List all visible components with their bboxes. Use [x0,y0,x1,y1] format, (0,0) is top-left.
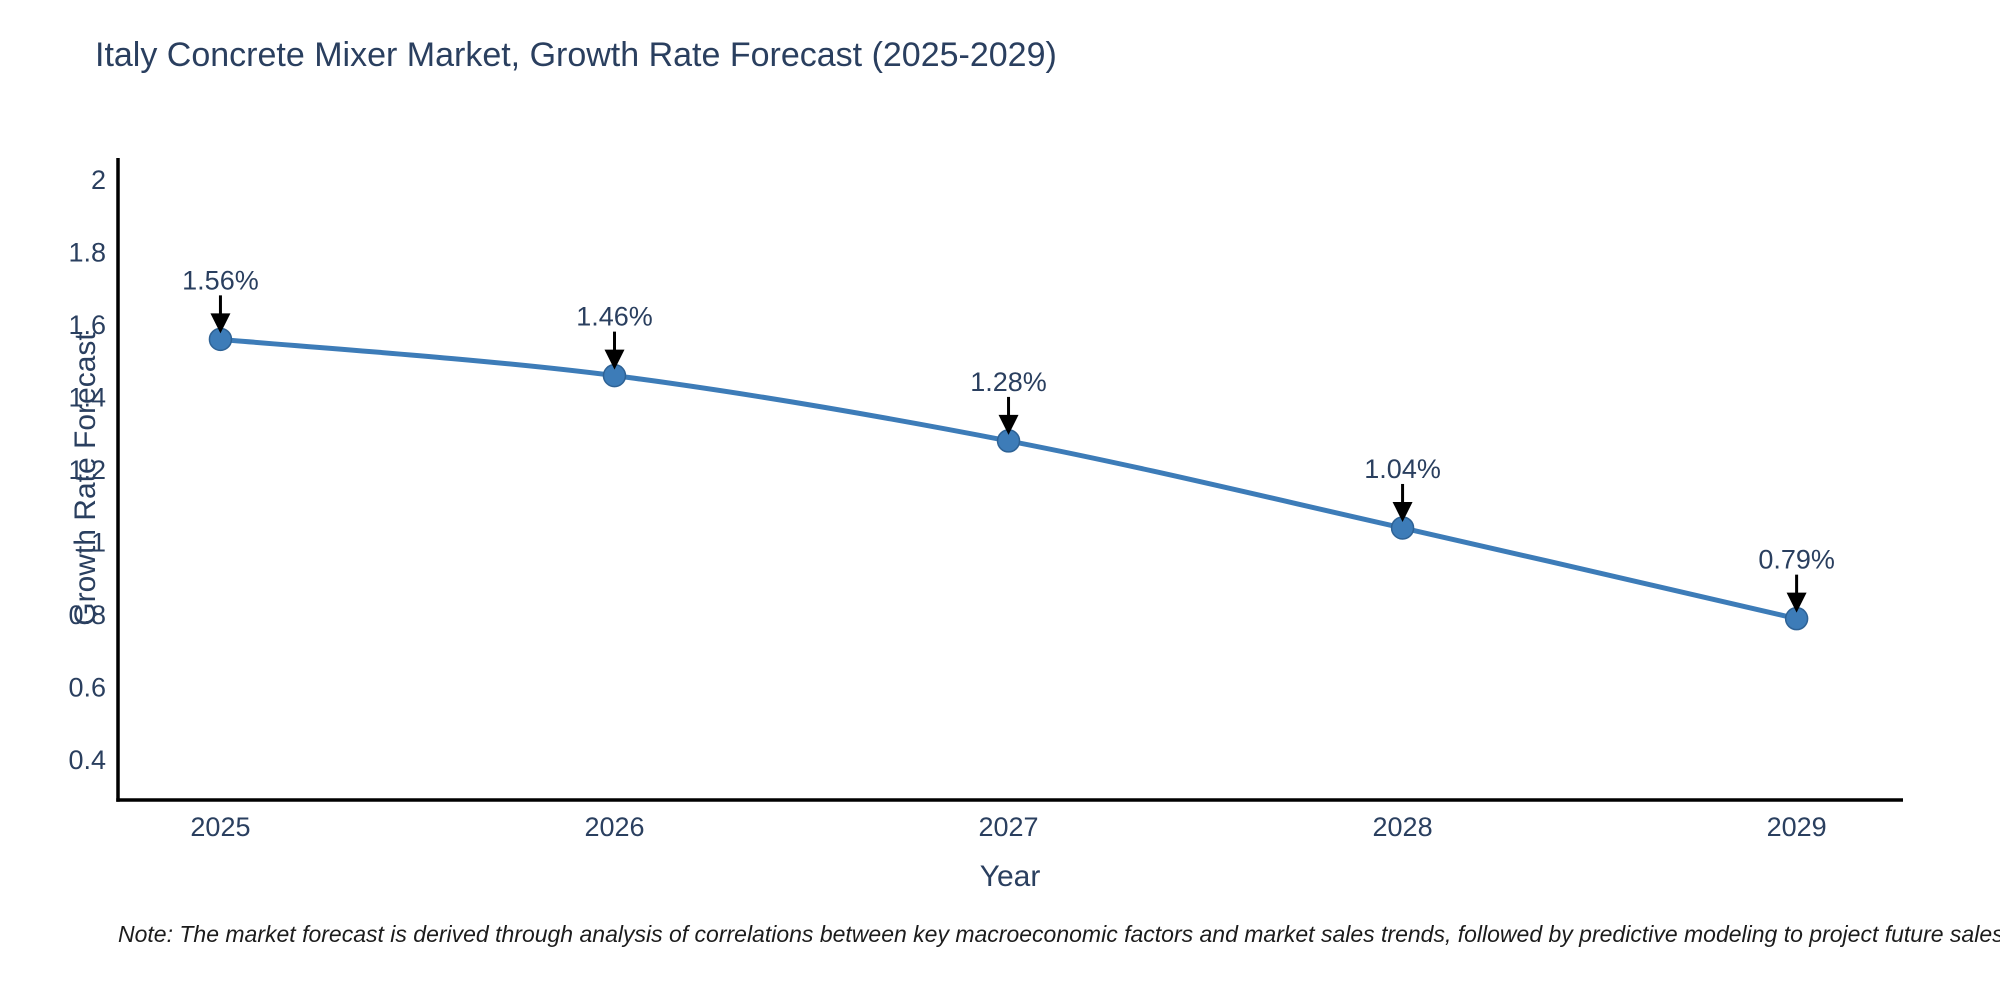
y-tick-label: 1.6 [68,310,106,340]
data-series [208,327,1809,631]
y-tick-label: 2 [91,165,106,195]
x-axis-title: Year [980,860,1041,893]
y-tick-label: 1 [91,527,106,557]
y-tick-label: 1.8 [68,237,106,267]
y-tick-label: 1.4 [68,382,106,412]
annotation-arrow-head-icon [1392,501,1413,522]
point-annotation-2029: 0.79% [1758,545,1835,613]
x-tick-label: 2029 [1767,812,1827,842]
point-annotation-2028: 1.04% [1364,454,1441,522]
annotation-arrow-head-icon [604,349,625,370]
annotation-arrow-head-icon [210,313,231,334]
y-tick-label: 1.2 [68,455,106,485]
annotation-label: 1.28% [970,367,1047,397]
point-annotation-2027: 1.28% [970,367,1047,435]
y-tick-label: 0.8 [68,600,106,630]
point-annotation-2026: 1.46% [576,302,653,370]
x-tick-label: 2028 [1373,812,1433,842]
x-tick-label: 2026 [584,812,644,842]
annotations: 1.56% 1.46% 1.28% 1.04% 0.79% [182,265,1835,613]
annotation-label: 0.79% [1758,545,1835,575]
x-tick-label: 2025 [190,812,250,842]
y-tick-label: 0.4 [68,745,106,775]
y-axis-title: Growth Rate Forecast [69,332,102,626]
footnote: Note: The market forecast is derived thr… [118,921,2000,947]
annotation-label: 1.04% [1364,454,1441,484]
annotation-label: 1.46% [576,302,653,332]
point-annotation-2025: 1.56% [182,265,259,334]
y-tick-labels: 0.4 0.6 0.8 1 1.2 1.4 1.6 1.8 2 [68,165,106,775]
annotation-arrow-head-icon [1786,592,1807,613]
chart-title: Italy Concrete Mixer Market, Growth Rate… [95,36,1057,74]
x-tick-labels: 2025 2026 2027 2028 2029 [190,812,1826,842]
annotation-arrow-head-icon [998,414,1019,435]
annotation-label: 1.56% [182,265,259,295]
x-tick-label: 2027 [978,812,1038,842]
y-tick-label: 0.6 [68,673,106,703]
